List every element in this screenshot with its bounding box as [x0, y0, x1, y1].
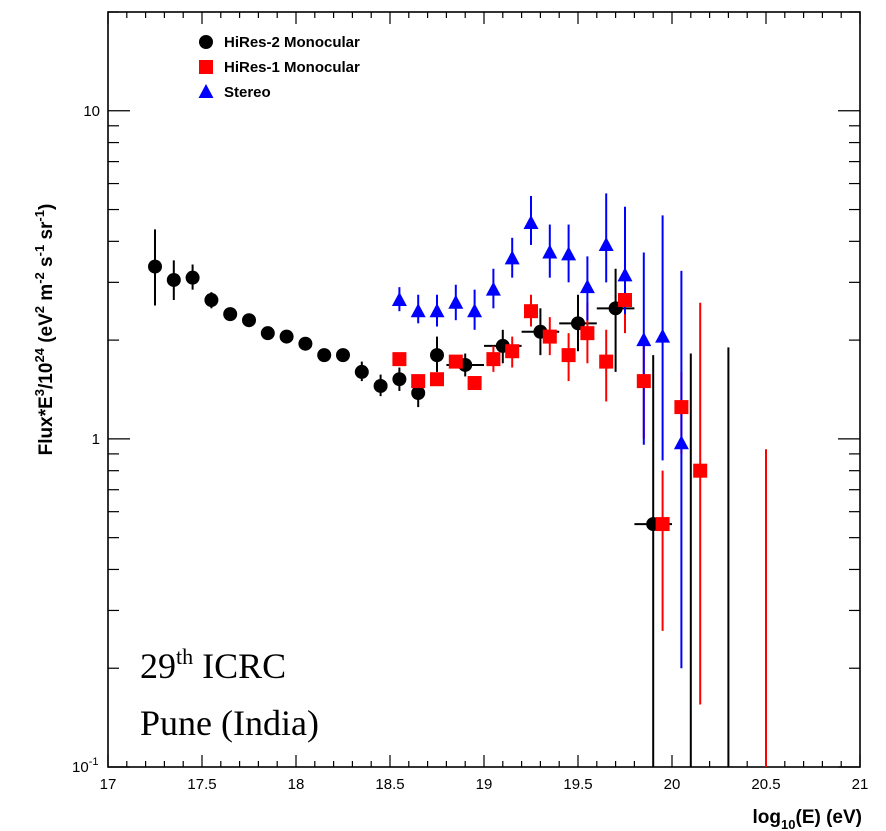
hires-1-monocular-point [618, 293, 632, 308]
hires-2-monocular-point [185, 270, 200, 285]
hires-2-monocular-point [354, 364, 369, 379]
hires-2-monocular-point [336, 348, 350, 363]
x-tick-label: 17 [100, 776, 117, 793]
y-axis-label: Flux*E3/1024 (eV2 m-2 s-1 sr-1) [32, 204, 57, 456]
x-tick-label: 20 [664, 776, 681, 793]
hires-1-monocular-point [542, 329, 557, 344]
hires-1-monocular-point [392, 352, 407, 367]
legend-marker [198, 84, 214, 98]
stereo-point [429, 303, 445, 318]
stereo-point [636, 332, 652, 347]
hires-2-monocular-point [373, 378, 388, 393]
stereo-point [467, 303, 483, 318]
hires-1-monocular-point [467, 376, 482, 391]
stereo-point [617, 267, 633, 282]
hires-2-monocular-point [148, 259, 162, 274]
hires-2-monocular-point [317, 348, 332, 363]
hires-2-monocular-point [242, 313, 256, 328]
legend-label: Stereo [224, 84, 271, 101]
hires-2-monocular-point [166, 272, 181, 287]
stereo-point [523, 214, 539, 229]
legend: HiRes-2 Monocular HiRes-1 Monocular Stereo [198, 34, 360, 101]
x-tick-label: 18 [288, 776, 305, 793]
x-tick-label: 19.5 [563, 776, 592, 793]
x-tick-label: 21 [852, 776, 869, 793]
hires-1-monocular-point [693, 463, 708, 478]
hires-1-monocular-point [505, 344, 520, 359]
data-markers [148, 214, 708, 532]
y-tick-label: 10 [83, 103, 100, 120]
stereo-point [655, 328, 671, 343]
conference-label-line1: 29th ICRC [140, 644, 287, 686]
x-tick-label: 17.5 [187, 776, 216, 793]
stereo-point [410, 303, 426, 318]
hires-1-monocular-point [674, 400, 689, 415]
x-axis-label: log10(E) (eV) [753, 807, 862, 831]
hires-2-monocular-point [223, 307, 238, 322]
x-tick-labels: 17 17.5 18 18.5 19 19.5 20 20.5 21 [100, 776, 869, 793]
stereo-point [542, 244, 558, 259]
legend-marker [199, 60, 213, 74]
hires-2-monocular-point [279, 329, 294, 344]
hires-2-monocular-point [430, 348, 444, 363]
legend-label: HiRes-2 Monocular [224, 34, 360, 51]
stereo-point [561, 246, 577, 261]
x-tick-label: 19 [476, 776, 493, 793]
stereo-point [485, 281, 501, 296]
y-tick-label: 1 [92, 431, 100, 448]
hires-2-monocular-point [204, 293, 219, 308]
conference-label-line2: Pune (India) [140, 703, 319, 743]
hires-2-monocular-point [392, 372, 407, 387]
hires-1-monocular-point [411, 374, 426, 389]
hires-2-monocular-point [298, 336, 313, 351]
stereo-point [579, 279, 595, 294]
hires-1-monocular-point [430, 372, 444, 387]
stereo-point [391, 292, 407, 307]
stereo-point [504, 250, 520, 265]
y-tick-labels: 10 1 10-1 [72, 103, 100, 776]
hires-1-monocular-point [561, 348, 576, 363]
axis-ticks [107, 11, 861, 768]
hires-2-monocular-point [411, 385, 426, 400]
x-tick-label: 20.5 [751, 776, 780, 793]
legend-marker [199, 35, 213, 49]
stereo-point [448, 294, 464, 309]
hires-1-monocular-point [599, 354, 614, 369]
stereo-point [598, 236, 614, 251]
hires-1-monocular-point [524, 304, 538, 319]
legend-label: HiRes-1 Monocular [224, 59, 360, 76]
y-tick-label: 10-1 [72, 756, 98, 776]
hires-1-monocular-point [580, 326, 595, 341]
hires-2-monocular-point [260, 326, 275, 341]
hires-1-monocular-point [655, 517, 670, 532]
hires-1-monocular-point [636, 374, 651, 389]
stereo-point [673, 435, 689, 450]
hires-1-monocular-point [486, 352, 501, 367]
hires-1-monocular-point [448, 354, 463, 369]
x-tick-label: 18.5 [375, 776, 404, 793]
